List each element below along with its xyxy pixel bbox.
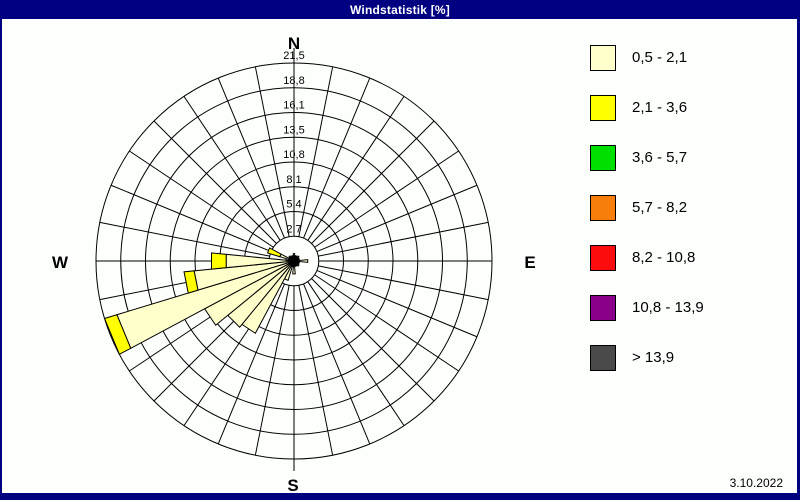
legend-swatch (590, 244, 616, 271)
compass-label-west: W (51, 253, 69, 272)
legend-label: 5,7 - 8,2 (632, 199, 688, 216)
legend-item: 2,1 - 3,6 (590, 94, 688, 121)
title-bar: Windstatistik [%] (0, 0, 800, 19)
legend-label: 0,5 - 2,1 (632, 49, 688, 66)
bottom-bar (0, 493, 800, 500)
ring-label: 10,8 (283, 149, 304, 161)
ring-label: 5,4 (286, 199, 301, 211)
legend-swatch (590, 344, 616, 371)
legend-item: 3,6 - 5,7 (590, 144, 688, 171)
ring-label: 16,1 (283, 100, 304, 112)
window-title: Windstatistik [%] (350, 2, 450, 17)
legend-swatch (590, 294, 616, 321)
ring-label: 8,1 (286, 174, 301, 186)
ring-label: 13,5 (283, 124, 304, 136)
legend-item: 8,2 - 10,8 (590, 244, 696, 271)
legend-label: 10,8 - 13,9 (632, 299, 704, 316)
ring-label: 2,7 (286, 223, 301, 235)
window-border-left (0, 19, 2, 493)
legend-swatch (590, 44, 616, 71)
date-stamp: 3.10.2022 (729, 476, 783, 490)
legend-item: 5,7 - 8,2 (590, 194, 688, 221)
legend-label: 3,6 - 5,7 (632, 149, 688, 166)
legend-label: > 13,9 (632, 349, 675, 366)
legend-label: 8,2 - 10,8 (632, 249, 696, 266)
ring-label: 18,8 (283, 75, 304, 87)
compass-label-east: E (524, 253, 536, 272)
ring-label: 21,5 (283, 50, 304, 62)
compass-label-north: N (287, 34, 301, 53)
legend-item: > 13,9 (590, 344, 675, 371)
window-border-right (797, 19, 800, 493)
legend-swatch (590, 194, 616, 221)
compass-label-south: S (287, 476, 299, 495)
legend-label: 2,1 - 3,6 (632, 99, 688, 116)
legend-item: 0,5 - 2,1 (590, 44, 688, 71)
legend-swatch (590, 144, 616, 171)
legend-item: 10,8 - 13,9 (590, 294, 704, 321)
legend-swatch (590, 94, 616, 121)
